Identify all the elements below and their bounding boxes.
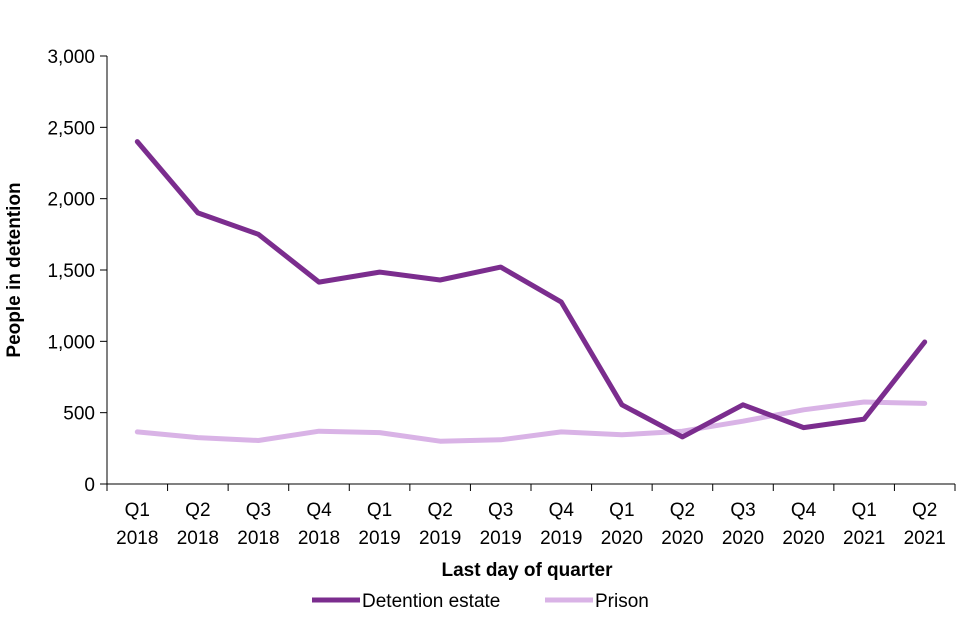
x-tick-label-quarter: Q1 bbox=[851, 500, 876, 521]
x-tick-label-year: 2020 bbox=[722, 528, 764, 549]
legend-label-prison: Prison bbox=[595, 591, 649, 612]
x-tick-label-year: 2018 bbox=[298, 528, 340, 549]
x-tick-label-year: 2020 bbox=[782, 528, 824, 549]
y-tick-label: 3,000 bbox=[47, 47, 95, 68]
x-axis-title: Last day of quarter bbox=[441, 560, 613, 581]
x-tick-label-year: 2020 bbox=[661, 528, 703, 549]
x-tick-label-quarter: Q2 bbox=[670, 500, 695, 521]
x-tick-label-year: 2018 bbox=[237, 528, 279, 549]
series-line-prison bbox=[134, 399, 928, 444]
x-tick-label-year: 2018 bbox=[116, 528, 158, 549]
x-tick-label-year: 2018 bbox=[177, 528, 219, 549]
x-tick-label-year: 2020 bbox=[601, 528, 643, 549]
y-axis-title: People in detention bbox=[4, 182, 25, 357]
x-tick-label-quarter: Q1 bbox=[609, 500, 634, 521]
x-tick-label-year: 2021 bbox=[904, 528, 946, 549]
x-tick-label-year: 2019 bbox=[419, 528, 461, 549]
x-tick-label-quarter: Q4 bbox=[549, 500, 575, 521]
x-tick-label-quarter: Q4 bbox=[791, 500, 817, 521]
x-tick-label-quarter: Q3 bbox=[488, 500, 513, 521]
y-tick-label: 1,500 bbox=[47, 261, 95, 282]
series-layer bbox=[134, 139, 928, 444]
y-tick-label: 2,000 bbox=[47, 190, 95, 211]
x-tick-label-quarter: Q2 bbox=[912, 500, 937, 521]
x-tick-label-year: 2019 bbox=[540, 528, 582, 549]
y-tick-label: 500 bbox=[63, 404, 95, 425]
legend: Detention estate Prison bbox=[312, 591, 649, 612]
x-tick-label-quarter: Q4 bbox=[306, 500, 332, 521]
x-tick-label-quarter: Q1 bbox=[367, 500, 392, 521]
x-axis-ticks: Q1 2018 Q2 2018 Q3 2018 Q4 2018 Q1 2019 Q2 2019 Q3 20… bbox=[106, 484, 956, 549]
x-tick-label-year: 2019 bbox=[480, 528, 522, 549]
y-tick-label: 2,500 bbox=[47, 118, 95, 139]
x-tick-label-quarter: Q3 bbox=[730, 500, 755, 521]
legend-label-detention-estate: Detention estate bbox=[362, 591, 500, 612]
x-tick-label-quarter: Q2 bbox=[427, 500, 452, 521]
y-tick-label: 1,000 bbox=[47, 332, 95, 353]
series-line-detention-estate bbox=[134, 139, 928, 440]
x-tick-label-year: 2021 bbox=[843, 528, 885, 549]
x-tick-label-quarter: Q2 bbox=[185, 500, 210, 521]
x-tick-label-quarter: Q1 bbox=[125, 500, 150, 521]
x-tick-label-quarter: Q3 bbox=[246, 500, 271, 521]
y-axis-ticks: 0 500 1,000 1,500 2,000 2,500 3,000 bbox=[47, 47, 107, 496]
y-tick-label: 0 bbox=[84, 475, 95, 496]
x-tick-label-year: 2019 bbox=[358, 528, 400, 549]
